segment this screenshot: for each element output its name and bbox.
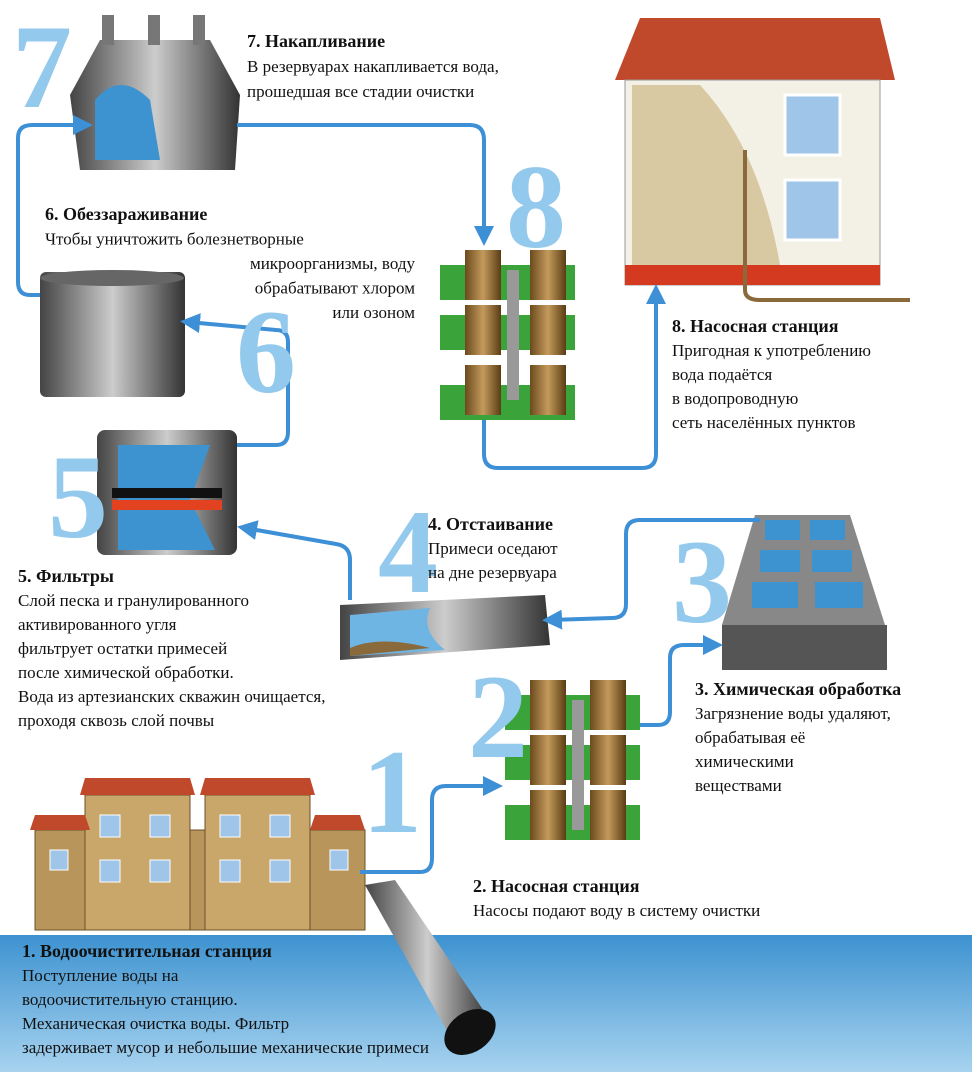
- pump-station: [440, 250, 575, 420]
- step-number: 1: [362, 725, 422, 858]
- chemical-tank: [722, 515, 887, 670]
- step-text: Загрязнение воды удаляют,: [695, 704, 891, 723]
- step-number: 6: [236, 285, 296, 418]
- step-text: В резервуарах накапливается вода,: [247, 57, 499, 76]
- step-text: Насосы подают воду в систему очистки: [473, 901, 760, 920]
- step-text: в водопроводную: [672, 389, 799, 408]
- step-title: 7. Накапливание: [247, 31, 385, 51]
- disinfection-tank: [40, 270, 185, 397]
- step-text: Поступление воды на: [22, 966, 179, 985]
- step-title: 4. Отстаивание: [428, 514, 553, 534]
- step-number: 3: [672, 515, 732, 648]
- step-title: 3. Химическая обработка: [695, 679, 901, 699]
- step-text: вода подаётся: [672, 365, 772, 384]
- step-text: прошедшая все стадии очистки: [247, 82, 474, 101]
- step-text: активированного угля: [18, 615, 177, 634]
- house: [615, 18, 910, 300]
- step-title: 1. Водоочистительная станция: [22, 941, 272, 961]
- step-title: 6. Обеззараживание: [45, 204, 207, 224]
- step-text: проходя сквозь слой почвы: [18, 711, 215, 730]
- step-text: химическими: [695, 752, 794, 771]
- treatment-building: [30, 778, 365, 930]
- step-text: водоочистительную станцию.: [22, 990, 238, 1009]
- step-text: на дне резервуара: [428, 563, 557, 582]
- step-title: 2. Насосная станция: [473, 876, 640, 896]
- step-title: 8. Насосная станция: [672, 316, 839, 336]
- step-text: Пригодная к употреблению: [672, 341, 871, 360]
- reservoir: [70, 15, 240, 170]
- step-number: 8: [506, 140, 566, 273]
- step-text: задерживает мусор и небольшие механическ…: [22, 1038, 429, 1057]
- diagram: 1 1. Водоочистительная станция Поступление…: [0, 0, 972, 1072]
- step-text: фильтрует остатки примесей: [18, 639, 227, 658]
- step-text: микроорганизмы, воду: [250, 254, 416, 273]
- step-text: Чтобы уничтожить болезнетворные: [45, 230, 304, 249]
- step-text: Слой песка и гранулированного: [18, 591, 249, 610]
- step-text: веществами: [695, 776, 782, 795]
- step-text: Вода из артезианских скважин очищается,: [18, 687, 325, 706]
- step-text: сеть населённых пунктов: [672, 413, 856, 432]
- step-number: 5: [48, 430, 108, 563]
- step-number: 2: [468, 650, 528, 783]
- step-text: Примеси оседают: [428, 539, 558, 558]
- step-text: обрабатывают хлором: [255, 279, 415, 298]
- filter: [97, 430, 237, 555]
- step-text: или озоном: [332, 303, 415, 322]
- step-text: обрабатывая её: [695, 728, 805, 747]
- step-title: 5. Фильтры: [18, 566, 114, 586]
- step-text: Механическая очистка воды. Фильтр: [22, 1014, 289, 1033]
- step-text: после химической обработки.: [18, 663, 234, 682]
- step-number: 7: [12, 0, 72, 133]
